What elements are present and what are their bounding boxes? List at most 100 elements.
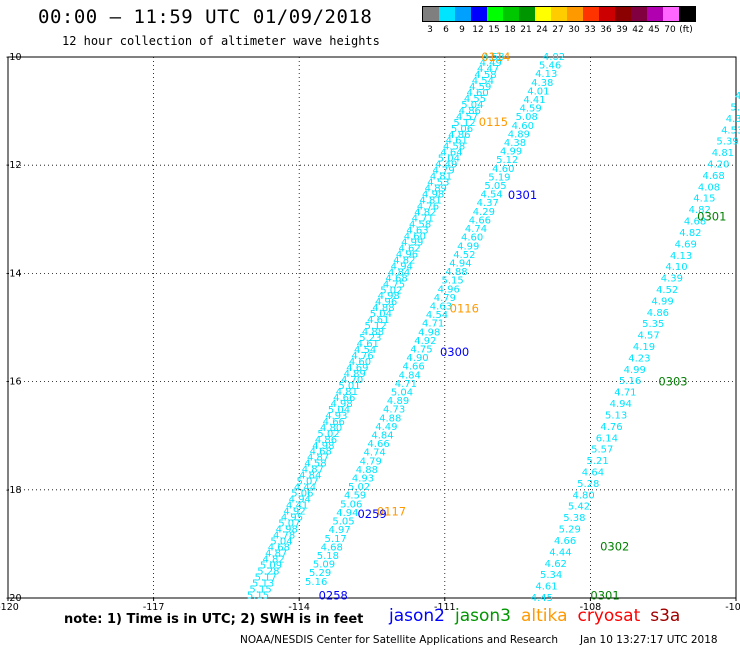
swh-value: 4.38 [504, 138, 526, 149]
swh-value: 4.66 [403, 362, 425, 373]
grid-lines [7, 56, 737, 599]
swh-value: 4.75 [410, 344, 432, 355]
swh-value: 4.84 [371, 431, 393, 442]
swh-value: 4.71 [395, 379, 417, 390]
swh-value: 4.98 [422, 190, 444, 201]
swh-value: 4.13 [535, 69, 557, 80]
swh-value: 4.23 [628, 353, 650, 364]
swh-value: 4.89 [508, 129, 530, 140]
legend-label: (ft) [679, 25, 693, 35]
swh-value: 4.89 [425, 184, 447, 195]
legend-label: 70 [664, 25, 676, 35]
swh-value: 4.86 [315, 435, 337, 446]
swh-value: 4.96 [375, 297, 397, 308]
swh-value: 4.99 [401, 237, 423, 248]
y-tick-label: -18 [6, 485, 22, 496]
swh-value: 5.09 [730, 102, 740, 113]
swh-value: 4.73 [383, 405, 405, 416]
swh-value: 4.01 [527, 86, 549, 97]
swh-value: 4.54 [480, 190, 502, 201]
swh-value: 4.76 [351, 351, 373, 362]
swh-value: 4.88 [362, 327, 384, 338]
swh-value: 4.39 [661, 274, 683, 285]
swh-value: 4.89 [344, 369, 366, 380]
swh-value: 4.38 [726, 114, 740, 125]
swh-value: 4.92 [414, 336, 436, 347]
swh-value: 5.15 [442, 276, 464, 287]
swh-value: 4.54 [426, 310, 448, 321]
satellite-legend: jason2 jason3 altika cryosat s3a [389, 606, 690, 626]
legend-label: 36 [600, 25, 612, 35]
y-tick-label: -20 [6, 593, 22, 604]
x-tick-label: -114 [288, 602, 310, 613]
x-tick-label: -120 [0, 602, 19, 613]
swh-value: 4.86 [647, 308, 669, 319]
swh-value: 4.74 [364, 448, 386, 459]
swh-value: 5.29 [309, 568, 331, 579]
swh-value: 4.75 [383, 279, 405, 290]
time-label: 0303 [658, 375, 687, 389]
swh-value: 4.62 [545, 559, 567, 570]
swh-value: 5.09 [313, 560, 335, 571]
x-tick-label: -111 [434, 602, 456, 613]
swh-value: 5.17 [255, 572, 277, 583]
swh-value: 5.02 [380, 285, 402, 296]
legend-label: 30 [568, 25, 580, 35]
swh-value: 5.39 [716, 137, 738, 148]
swh-value: 4.54 [354, 345, 376, 356]
swh-value: 4.84 [299, 471, 321, 482]
swh-value: 4.64 [582, 468, 604, 479]
swh-value: 4.60 [461, 233, 483, 244]
time-label: 0302 [600, 540, 629, 554]
swh-value: 4.71 [422, 319, 444, 330]
swh-value: 4.94 [610, 399, 632, 410]
legend-swatch [551, 7, 567, 21]
legend-swatch [423, 7, 439, 21]
legend-label: 24 [536, 25, 548, 35]
swh-value: 5.34 [540, 570, 562, 581]
swh-value: 4.49 [375, 422, 397, 433]
legend-swatch [663, 7, 679, 21]
swh-value: 4.53 [427, 178, 449, 189]
swh-value: 4.99 [500, 147, 522, 158]
x-tick-label: -108 [580, 602, 602, 613]
legend-swatch [471, 7, 487, 21]
swh-value: 4.58 [482, 52, 504, 63]
time-label: 0259 [357, 507, 386, 521]
axis-ticks: -120 -117 -114 -111 -108 -105 -10 -12 -14 -16 -18 -… [0, 52, 740, 613]
swh-value: 5.18 [317, 551, 339, 562]
y-tick-label: -12 [6, 160, 22, 171]
legend-swatch [455, 7, 471, 21]
swh-value: 5.13 [605, 410, 627, 421]
swh-value: 4.61 [446, 136, 468, 147]
swh-value: 4.71 [412, 213, 434, 224]
swh-value: 5.06 [291, 489, 313, 500]
swh-value: 4.94 [336, 508, 358, 519]
swh-value: 5.12 [496, 155, 518, 166]
swh-value: 5.02 [317, 429, 339, 440]
swh-value: 5.04 [328, 405, 350, 416]
legend-label: 18 [504, 25, 516, 35]
swh-value: 4.94 [449, 258, 471, 269]
swh-value: 4.88 [356, 465, 378, 476]
swh-value: 4.63 [430, 301, 452, 312]
legend-label: 33 [584, 25, 596, 35]
swh-value: 4.98 [331, 399, 353, 410]
swh-value: 4.93 [352, 474, 374, 485]
swh-value: 4.66 [323, 417, 345, 428]
swh-value: 4.29 [473, 207, 495, 218]
swh-value: 6.14 [596, 433, 618, 444]
swh-value: 5.21 [586, 456, 608, 467]
swh-value: 4.84 [399, 370, 421, 381]
swh-value: 4.55 [464, 94, 486, 105]
swh-value: 4.54 [735, 91, 740, 102]
swh-value: 4.81 [430, 172, 452, 183]
swh-value: 4.02 [543, 52, 565, 63]
legend-label: 45 [648, 25, 660, 35]
swh-value: 4.10 [665, 262, 687, 273]
swh-value: 4.66 [469, 215, 491, 226]
swh-value: 4.68 [385, 273, 407, 284]
legend-swatch [567, 7, 583, 21]
